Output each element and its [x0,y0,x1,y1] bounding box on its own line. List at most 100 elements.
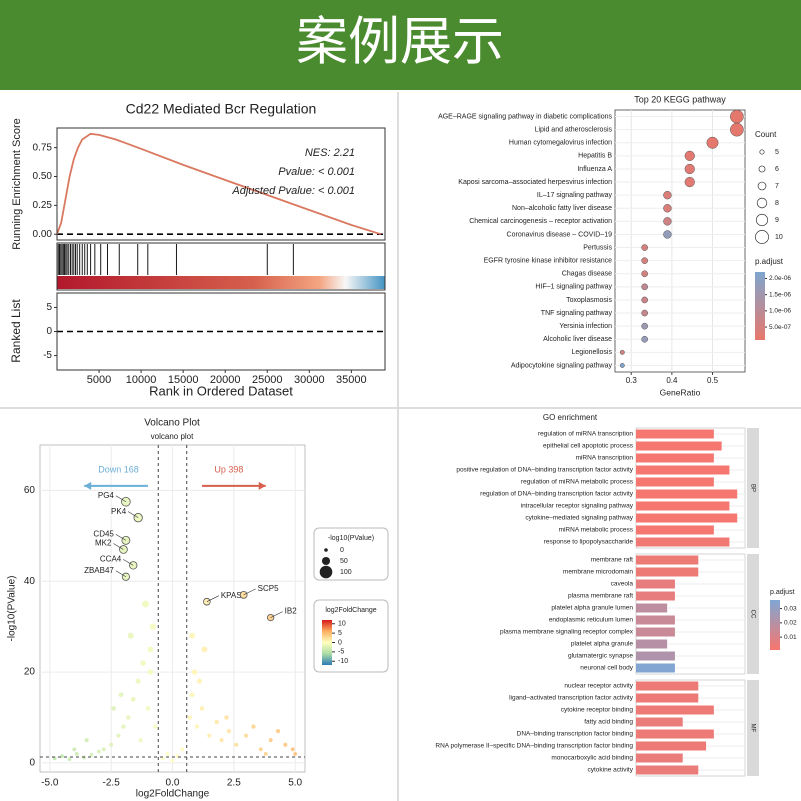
y-tick-label: Coronavirus disease – COVID–19 [507,231,613,238]
annotation-arrowhead [84,481,92,490]
y-tick-label: Adipocytokine signaling pathway [511,362,613,369]
label-leader [270,611,283,618]
legend-label: 0.02 [784,620,797,627]
legend-title: p.adjust [755,257,784,266]
legend-size [324,548,328,552]
point [149,623,157,630]
y-tick-label: 5 [46,302,52,313]
dot [663,190,672,200]
legend-label: 0 [340,547,344,554]
dot [641,244,648,251]
chart-title: Volcano Plot [144,418,200,429]
facet-strip [747,680,759,776]
bar [636,663,675,673]
point [127,632,134,639]
label-leader [115,495,127,503]
y-tick-label: Kaposi sarcoma–associated herpesvirus in… [458,179,612,186]
dot [641,283,648,291]
y-tick-label: nuclear receptor activity [564,683,633,690]
point-label: PG4 [98,491,115,500]
y-tick-label: RNA polymerase II–specific DNA–binding t… [435,743,633,750]
bar [636,717,683,727]
colorbar [770,600,780,650]
dot [730,109,744,124]
dot [641,257,648,264]
point [153,724,158,729]
point [145,706,151,711]
legend-label: 100 [340,569,352,576]
point [180,747,185,752]
point [187,715,192,720]
label-leader [127,511,139,518]
legend-title: log2FoldChange [325,607,376,614]
point [147,646,154,653]
y-tick-label: Pertussis [583,244,612,251]
enrichment-line [56,132,382,236]
dot [663,230,672,239]
plot-frame [56,292,386,371]
y-tick-label: platelet alpha granule lumen [551,605,633,612]
point [191,669,198,675]
x-tick-label: 15000 [168,374,199,386]
x-tick-label: 2.5 [227,778,241,789]
y-tick-label: cytokine activity [587,767,633,774]
x-axis-label: log2FoldChange [136,789,210,800]
legend-size [759,149,765,155]
legend-title: -log10(PValue) [328,535,374,542]
point-label: MK2 [95,539,112,548]
banner-title: 案例展示 [296,14,504,72]
x-tick-label: -2.5 [103,778,121,789]
y-tick-label: ligand–activated transcription factor ac… [509,695,634,702]
point-label: PK4 [111,507,127,516]
x-tick-label: 0.3 [626,376,638,385]
y-tick-label: plasma membrane raft [568,593,633,600]
legend-size [756,197,768,209]
y-tick-label: AGE–RAGE signaling pathway in diabetic c… [438,113,612,120]
point [194,724,200,729]
point [72,747,77,752]
bar [636,651,675,661]
facet-strip [747,428,759,548]
facet-strip [747,554,759,674]
legend-label: 50 [340,558,348,565]
y-tick-label: EGFR tyrosine kinase inhibitor resistanc… [484,257,612,264]
legend-label: 9 [775,217,779,224]
x-axis-label: GeneRatio [660,387,701,397]
bar [636,555,699,565]
facet-label: CC [749,610,755,619]
y-tick-label: 0.75 [33,142,53,153]
legend-label: -10 [338,658,348,665]
bar [636,753,683,763]
facet-label: BP [749,484,755,492]
label-leader [113,543,124,550]
legend-label: 1.5e-06 [769,291,791,298]
y-tick-label: Yersinia infection [559,323,612,330]
plot-frame [56,127,386,241]
chart-title: GO enrichment [543,413,598,422]
y-tick-label: cytokine receptor binding [561,707,634,714]
x-tick-label: 30000 [294,374,325,386]
dot [641,296,648,304]
label-leader [123,559,134,566]
bar [636,489,738,499]
y-axis-label: -log10(PValue) [7,576,18,642]
point [196,678,203,684]
y-axis-label: Ranked List [9,299,23,363]
x-tick-label: 5.0 [288,778,302,789]
y-tick-label: epithelial cell apoptotic process [543,443,634,450]
label-leader [243,588,256,596]
y-tick-label: Lipid and atherosclerosis [535,126,613,133]
y-tick-label: Chemical carcinogenesis – receptor activ… [469,218,612,225]
point [133,513,143,523]
legend-label: 10 [338,621,346,628]
point [263,751,268,756]
y-tick-label: Human cytomegalovirus infection [509,140,612,147]
x-tick-label: 0.5 [707,376,719,385]
y-tick-label: TNF signaling pathway [541,310,613,317]
y-tick-label: plasma membrane signaling receptor compl… [500,629,634,636]
point [226,729,232,734]
legend-label: 0.01 [784,634,797,641]
y-axis-label: Running Enrichment Score [11,118,23,249]
